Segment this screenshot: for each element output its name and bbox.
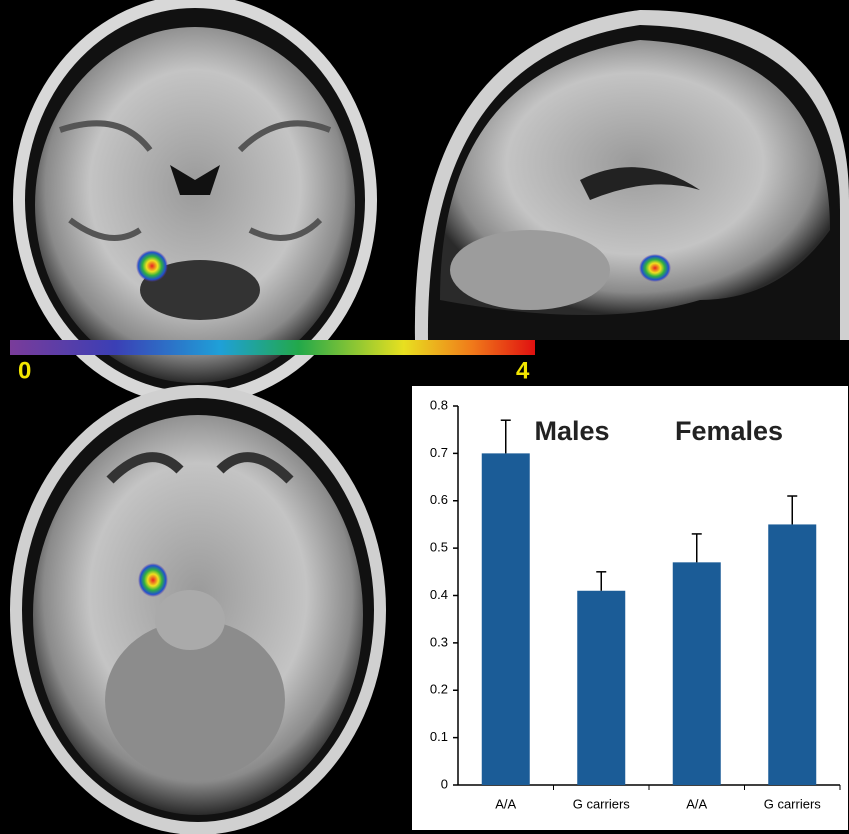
colorbar-min: 0	[18, 357, 31, 384]
annotation: Females	[675, 416, 783, 446]
annotation: Males	[534, 416, 609, 446]
y-tick-label: 0.5	[430, 540, 448, 555]
colorbar	[10, 340, 535, 355]
y-tick-label: 0.7	[430, 445, 448, 460]
x-tick-label: A/A	[686, 796, 707, 811]
bar	[768, 524, 816, 785]
y-tick-label: 0.8	[430, 397, 448, 412]
x-tick-label: G carriers	[573, 796, 631, 811]
y-tick-label: 0.3	[430, 634, 448, 649]
sagittal-image	[415, 10, 849, 340]
bar	[577, 591, 625, 785]
page: {"chart_data": {"type": "bar", "categori…	[0, 0, 849, 834]
y-tick-label: 0.1	[430, 729, 448, 744]
bar	[673, 562, 721, 785]
axial-image	[10, 385, 386, 834]
x-tick-label: G carriers	[764, 796, 822, 811]
y-tick-label: 0.4	[430, 587, 448, 602]
y-tick-label: 0.2	[430, 682, 448, 697]
y-tick-label: 0.6	[430, 492, 448, 507]
figure: 0 4 Males Females 0 0.1 0.2 0.3 0.4 0.5 0.6 0.7…	[0, 0, 849, 834]
x-tick-label: A/A	[495, 796, 516, 811]
y-tick-label: 0	[441, 776, 448, 791]
bar	[482, 453, 530, 785]
colorbar-max: 4	[516, 357, 530, 384]
